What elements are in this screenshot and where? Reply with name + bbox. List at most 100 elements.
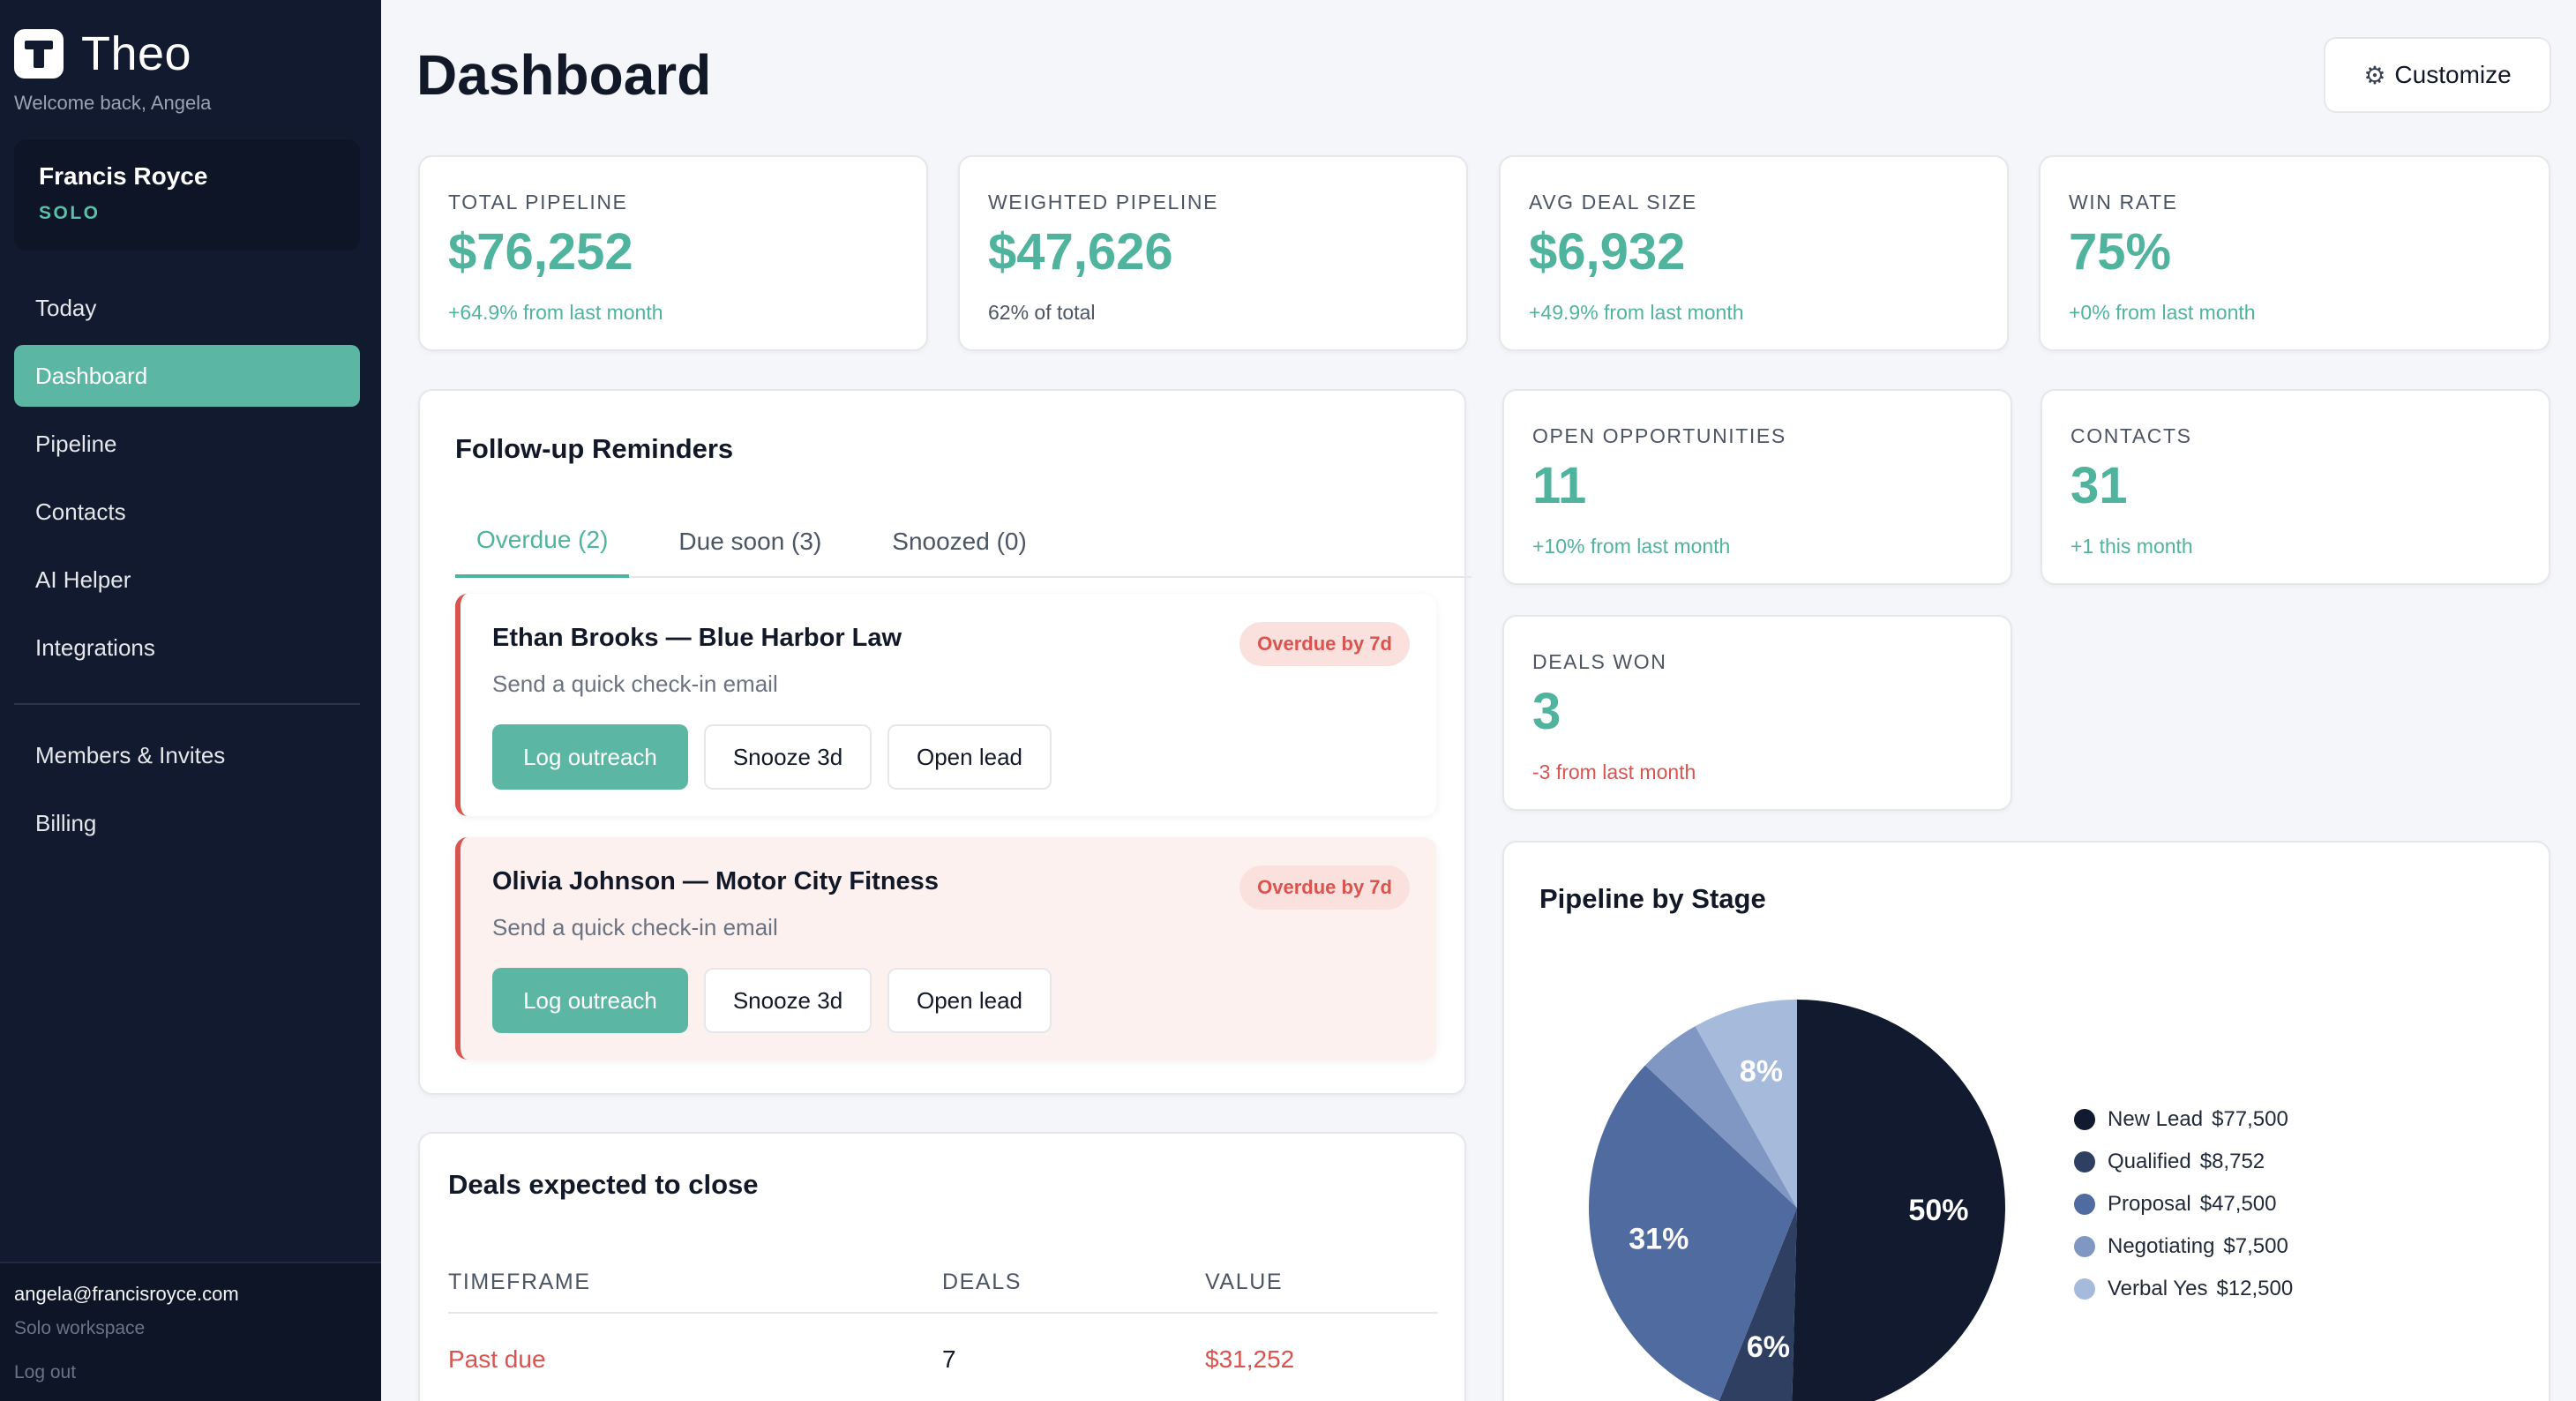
page-title: Dashboard: [416, 43, 712, 107]
gear-icon: ⚙: [2363, 61, 2386, 89]
logout-link[interactable]: Log out: [14, 1362, 77, 1382]
stat-value: 75%: [2069, 223, 2172, 281]
sidebar-footer: angela@francisroyce.com Solo workspace L…: [0, 1262, 381, 1401]
reminder-lead-name: Ethan Brooks — Blue Harbor Law: [492, 624, 902, 652]
stat-card-contacts: CONTACTS 31 +1 this month: [2041, 389, 2550, 585]
legend-swatch: [2074, 1194, 2095, 1215]
sidebar-item-members-invites[interactable]: Members & Invites: [35, 741, 226, 768]
stat-label: WEIGHTED PIPELINE: [988, 191, 1219, 214]
legend-stage: Qualified: [2108, 1150, 2191, 1173]
pie-slice-verbal-yes[interactable]: [1695, 1000, 1797, 1208]
tab-snoozed[interactable]: Snoozed (0): [892, 528, 1027, 555]
stat-label: TOTAL PIPELINE: [448, 191, 628, 214]
legend-item: Qualified $8,752: [2074, 1141, 2293, 1183]
legend-value: $47,500: [2199, 1192, 2277, 1216]
brand-name: Theo: [81, 27, 192, 80]
legend-item: Proposal $47,500: [2074, 1183, 2293, 1225]
brand[interactable]: Theo: [14, 26, 191, 81]
snooze-button[interactable]: Snooze 3d: [704, 724, 872, 790]
theo-logo-icon: [14, 29, 64, 79]
stat-value: $6,932: [1529, 223, 1686, 281]
stat-change: +1 this month: [2071, 535, 2193, 558]
sidebar-item-integrations[interactable]: Integrations: [35, 633, 155, 661]
legend-swatch: [2074, 1109, 2095, 1130]
reminder-item: Ethan Brooks — Blue Harbor Law Send a qu…: [455, 594, 1436, 816]
customize-button[interactable]: ⚙ Customize: [2324, 37, 2551, 113]
stat-change: +64.9% from last month: [448, 301, 663, 324]
reminder-note: Send a quick check-in email: [492, 914, 778, 940]
stat-label: OPEN OPPORTUNITIES: [1532, 424, 1786, 447]
workspace-card[interactable]: Francis Royce SOLO: [14, 139, 360, 251]
sidebar: Theo Welcome back, Angela Francis Royce …: [0, 0, 381, 1401]
pipeline-title: Pipeline by Stage: [1539, 883, 1766, 914]
legend-value: $12,500: [2216, 1277, 2294, 1300]
legend-stage: Verbal Yes: [2108, 1277, 2208, 1300]
legend-swatch: [2074, 1236, 2095, 1257]
stat-card-weighted-pipeline: WEIGHTED PIPELINE $47,626 62% of total: [958, 155, 1468, 351]
pie-slice-label: 6%: [1747, 1330, 1790, 1364]
sidebar-item-dashboard[interactable]: Dashboard: [14, 345, 360, 407]
stat-value: $76,252: [448, 223, 633, 281]
stat-card-open-opportunities: OPEN OPPORTUNITIES 11 +10% from last mon…: [1502, 389, 2012, 585]
stat-card-avg-deal-size: AVG DEAL SIZE $6,932 +49.9% from last mo…: [1499, 155, 2009, 351]
tab-overdue[interactable]: Overdue (2): [455, 506, 630, 578]
legend-swatch: [2074, 1278, 2095, 1300]
sidebar-divider: [14, 703, 360, 705]
stat-change: -3 from last month: [1532, 760, 1696, 783]
pipeline-pie-chart: 50% 6% 31% 8%: [1589, 1000, 2005, 1401]
workspace-name: Francis Royce: [39, 162, 208, 190]
deals-expected-card: Deals expected to close TIMEFRAME DEALS …: [418, 1132, 1466, 1401]
deals-title: Deals expected to close: [448, 1169, 759, 1200]
sidebar-item-contacts[interactable]: Contacts: [35, 498, 126, 525]
sidebar-item-billing[interactable]: Billing: [35, 809, 97, 836]
pie-slice-label: 8%: [1740, 1055, 1783, 1089]
stat-label: CONTACTS: [2071, 424, 2192, 447]
sidebar-item-today[interactable]: Today: [35, 294, 97, 321]
stat-change: +10% from last month: [1532, 535, 1731, 558]
stat-change: 62% of total: [988, 301, 1096, 324]
tab-due-soon[interactable]: Due soon (3): [678, 528, 822, 555]
pie-slice-proposal[interactable]: [1589, 1065, 1797, 1401]
column-header-deals: DEALS: [942, 1270, 1022, 1294]
open-lead-button[interactable]: Open lead: [887, 968, 1052, 1033]
legend-stage: Proposal: [2108, 1192, 2191, 1216]
legend-value: $7,500: [2223, 1234, 2288, 1258]
reminders-title: Follow-up Reminders: [455, 433, 734, 464]
pie-slice-label: 50%: [1908, 1194, 1968, 1227]
open-lead-button[interactable]: Open lead: [887, 724, 1052, 790]
legend-item: Negotiating $7,500: [2074, 1225, 2293, 1268]
legend-stage: New Lead: [2108, 1107, 2204, 1131]
stat-value: 3: [1532, 683, 1561, 740]
log-outreach-button[interactable]: Log outreach: [492, 724, 688, 790]
column-header-value: VALUE: [1205, 1270, 1284, 1294]
pie-slice-new-lead[interactable]: [1792, 1000, 2005, 1401]
legend-item: Verbal Yes $12,500: [2074, 1268, 2293, 1310]
user-workspace: Solo workspace: [14, 1318, 146, 1338]
legend-stage: Negotiating: [2108, 1234, 2215, 1258]
pie-slice-negotiating[interactable]: [1644, 1026, 1797, 1208]
stat-label: AVG DEAL SIZE: [1529, 191, 1697, 214]
sidebar-item-ai-helper[interactable]: AI Helper: [35, 566, 131, 593]
stat-card-total-pipeline: TOTAL PIPELINE $76,252 +64.9% from last …: [418, 155, 928, 351]
log-outreach-button[interactable]: Log outreach: [492, 968, 688, 1033]
user-email: angela@francisroyce.com: [14, 1283, 239, 1305]
pie-slice-label: 31%: [1629, 1223, 1689, 1256]
legend-value: $77,500: [2212, 1107, 2288, 1131]
value-cell: $31,252: [1205, 1345, 1295, 1373]
overdue-badge: Overdue by 7d: [1239, 865, 1410, 910]
overdue-badge: Overdue by 7d: [1239, 622, 1410, 666]
pie-slice-qualified[interactable]: [1719, 1208, 1797, 1401]
stat-value: 31: [2071, 457, 2128, 514]
reminder-note: Send a quick check-in email: [492, 671, 778, 697]
stat-card-win-rate: WIN RATE 75% +0% from last month: [2039, 155, 2550, 351]
legend-swatch: [2074, 1151, 2095, 1172]
timeframe-cell: Past due: [448, 1345, 546, 1373]
pipeline-by-stage-card: Pipeline by Stage 50% 6% 31% 8% New Lead $7…: [1502, 841, 2550, 1401]
stat-label: DEALS WON: [1532, 650, 1667, 673]
column-header-timeframe: TIMEFRAME: [448, 1270, 591, 1294]
sidebar-item-pipeline[interactable]: Pipeline: [35, 430, 117, 457]
snooze-button[interactable]: Snooze 3d: [704, 968, 872, 1033]
follow-up-reminders-card: Follow-up Reminders Overdue (2) Due soon…: [418, 389, 1471, 1095]
stat-value: 11: [1532, 457, 1587, 514]
reminder-tabs: Overdue (2) Due soon (3) Snoozed (0): [455, 506, 1849, 578]
